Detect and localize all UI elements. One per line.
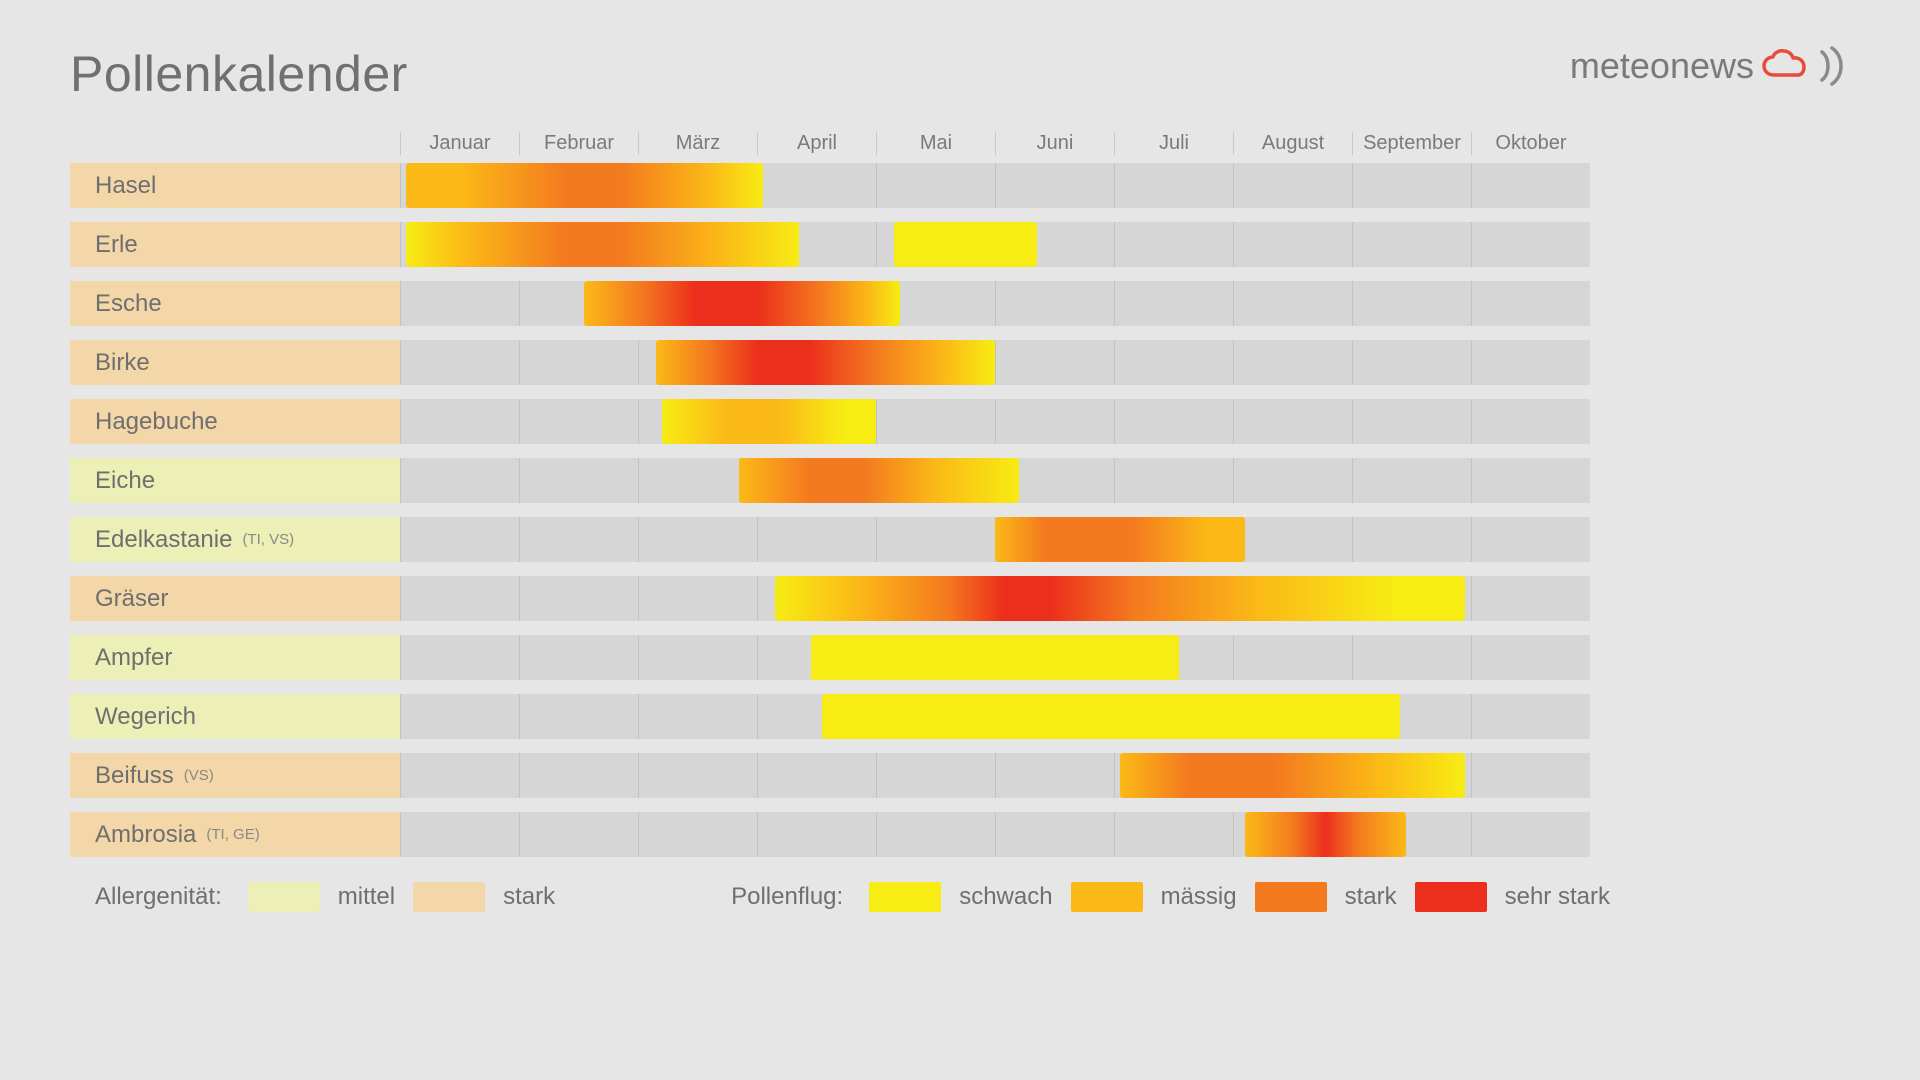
plant-track	[400, 222, 1590, 267]
month-header: September	[1352, 132, 1471, 155]
month-header: Juli	[1114, 132, 1233, 155]
legend-swatch	[1255, 882, 1327, 912]
legend-swatch	[413, 882, 485, 912]
month-header: Januar	[400, 132, 519, 155]
plant-row: Eiche	[70, 458, 1850, 503]
plant-label: Esche	[70, 281, 400, 326]
plant-label: Gräser	[70, 576, 400, 621]
month-header: April	[757, 132, 876, 155]
plant-row: Gräser	[70, 576, 1850, 621]
plant-row: Ambrosia(TI, GE)	[70, 812, 1850, 857]
plant-label: Wegerich	[70, 694, 400, 739]
plant-note: (TI, VS)	[242, 531, 294, 548]
legend-group-label: Pollenflug:	[731, 883, 843, 911]
wave-icon	[1816, 46, 1850, 86]
plant-row: Edelkastanie(TI, VS)	[70, 517, 1850, 562]
pollen-bar	[656, 340, 995, 385]
month-header: August	[1233, 132, 1352, 155]
legend-label: stark	[503, 883, 555, 911]
legend: Allergenität: mittel stark Pollenflug: schwa…	[95, 882, 1850, 912]
plant-track	[400, 812, 1590, 857]
plant-track	[400, 458, 1590, 503]
month-header: Februar	[519, 132, 638, 155]
month-header: März	[638, 132, 757, 155]
plant-label: Edelkastanie(TI, VS)	[70, 517, 400, 562]
legend-label: stark	[1345, 883, 1397, 911]
plant-label: Hasel	[70, 163, 400, 208]
pollen-bar	[775, 576, 1465, 621]
pollen-bar	[406, 163, 763, 208]
plant-row: Hagebuche	[70, 399, 1850, 444]
pollen-bar	[811, 635, 1180, 680]
pollen-bar	[822, 694, 1399, 739]
plant-track	[400, 340, 1590, 385]
pollen-bar	[584, 281, 899, 326]
plant-label: Eiche	[70, 458, 400, 503]
page-title: Pollenkalender	[70, 45, 408, 103]
legend-label: schwach	[959, 883, 1052, 911]
plant-row: Wegerich	[70, 694, 1850, 739]
plant-row: Ampfer	[70, 635, 1850, 680]
cloud-icon	[1760, 49, 1810, 83]
legend-swatch	[869, 882, 941, 912]
month-header-row: JanuarFebruarMärzAprilMaiJuniJuliAugustS…	[400, 123, 1850, 163]
pollen-bar	[406, 222, 799, 267]
plant-label: Birke	[70, 340, 400, 385]
legend-swatch	[1415, 882, 1487, 912]
pollen-bar	[1245, 812, 1406, 857]
pollen-bar	[739, 458, 1019, 503]
legend-label: sehr stark	[1505, 883, 1610, 911]
plant-track	[400, 399, 1590, 444]
plant-row: Esche	[70, 281, 1850, 326]
legend-label: mittel	[338, 883, 395, 911]
plant-row: Beifuss(VS)	[70, 753, 1850, 798]
plant-track	[400, 163, 1590, 208]
plant-track	[400, 281, 1590, 326]
plant-track	[400, 576, 1590, 621]
plant-note: (TI, GE)	[206, 826, 259, 843]
legend-label: mässig	[1161, 883, 1237, 911]
month-header: Mai	[876, 132, 995, 155]
pollen-bar	[894, 222, 1037, 267]
plant-track	[400, 635, 1590, 680]
plant-row: Birke	[70, 340, 1850, 385]
plant-track	[400, 753, 1590, 798]
plant-track	[400, 517, 1590, 562]
pollen-bar	[662, 399, 876, 444]
legend-swatch	[1071, 882, 1143, 912]
plant-label: Ambrosia(TI, GE)	[70, 812, 400, 857]
plant-label: Erle	[70, 222, 400, 267]
plant-label: Beifuss(VS)	[70, 753, 400, 798]
plant-row: Erle	[70, 222, 1850, 267]
brand-logo: meteonews	[1570, 45, 1850, 87]
pollen-bar	[995, 517, 1245, 562]
brand-name: meteonews	[1570, 45, 1754, 87]
plant-row: Hasel	[70, 163, 1850, 208]
plant-track	[400, 694, 1590, 739]
legend-group-label: Allergenität:	[95, 883, 222, 911]
pollen-bar	[1120, 753, 1465, 798]
month-header: Oktober	[1471, 132, 1590, 155]
plant-note: (VS)	[184, 767, 214, 784]
legend-swatch	[248, 882, 320, 912]
plant-label: Ampfer	[70, 635, 400, 680]
month-header: Juni	[995, 132, 1114, 155]
plant-label: Hagebuche	[70, 399, 400, 444]
